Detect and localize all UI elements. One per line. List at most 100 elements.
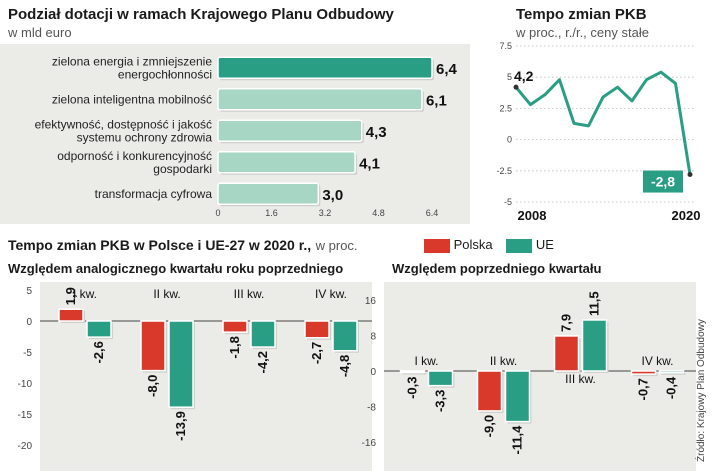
quarter-category-label: I kw. xyxy=(73,287,97,301)
trend-start-point xyxy=(513,84,519,90)
trend-ytick-label: -2.5 xyxy=(496,166,512,176)
grants-unit: w mld euro xyxy=(8,25,72,40)
quarter-bar-polska xyxy=(399,370,426,374)
trend-ytick-label: 7.5 xyxy=(499,41,512,51)
quarter-category-label: III kw. xyxy=(234,287,265,301)
trend-xlabel-start: 2008 xyxy=(518,208,547,223)
quarter-value-label: 1,9 xyxy=(63,287,78,305)
quarter-value-label: -8,0 xyxy=(145,375,160,397)
quarter-value-label: -13,9 xyxy=(173,411,188,441)
quarter-category-label: IV kw. xyxy=(315,287,347,301)
grants-chart: 0 1.6 3.2 4.8 6.4 zielona energia i zmniejsze… xyxy=(0,44,470,224)
trend-ytick-label: 0 xyxy=(507,135,512,145)
grants-category-label: systemu ochrony zdrowia xyxy=(77,130,213,144)
quarter-bar-ue xyxy=(250,320,276,348)
quarter-value-label: 7,9 xyxy=(559,314,574,332)
quarter-bar-ue xyxy=(86,320,112,338)
grants-bar xyxy=(217,88,423,111)
source-note: Źródło: Krajowy Plan Odbudowy xyxy=(696,319,707,462)
quarter-bar-ue xyxy=(427,370,454,387)
quarter-ytick-label: -5 xyxy=(23,348,32,359)
trend-ytick-label: 2.5 xyxy=(499,103,512,113)
quarter-value-label: -0,4 xyxy=(664,376,679,399)
grants-bar xyxy=(217,182,320,205)
quarter-panel-bg xyxy=(40,282,372,471)
left-chart-title: Względem analogicznego kwartału roku pop… xyxy=(8,261,344,276)
grants-value-label: 4,3 xyxy=(366,124,387,141)
quarter-value-label: -11,4 xyxy=(510,425,525,455)
quarter-ytick-label: -15 xyxy=(18,410,33,421)
grants-bar xyxy=(217,119,363,142)
quarter-bar-ue xyxy=(504,370,531,423)
grants-category-label: gospodarki xyxy=(153,162,212,176)
quarter-ytick-label: 16 xyxy=(365,296,377,307)
quarter-value-label: -9,0 xyxy=(482,415,497,437)
grants-title: Podział dotacji w ramach Krajowego Planu… xyxy=(8,6,394,23)
quarter-category-label: IV kw. xyxy=(641,354,673,368)
grants-xtick-label: 6.4 xyxy=(426,208,439,218)
quarter-value-label: -4,8 xyxy=(337,355,352,377)
quarter-category-label: III kw. xyxy=(565,372,596,386)
quarter-ytick-label: -8 xyxy=(367,403,376,414)
grants-xtick-label: 4.8 xyxy=(372,208,385,218)
quarter-bar-ue xyxy=(658,370,685,374)
quarter-ytick-label: -20 xyxy=(18,441,33,452)
quarterly-header: Tempo zmian PKB w Polsce i UE-27 w 2020 … xyxy=(8,237,358,255)
legend-label-polska: Polska xyxy=(453,237,493,252)
quarter-bar-polska xyxy=(476,370,503,412)
quarter-bar-polska xyxy=(222,320,248,333)
grants-xtick-label: 3.2 xyxy=(319,208,332,218)
trend-last-label-box xyxy=(643,170,683,193)
quarter-category-label: I kw. xyxy=(414,354,438,368)
gdp-trend-unit: w proc., r./r., ceny stałe xyxy=(516,25,649,40)
grants-value-label: 3,0 xyxy=(322,187,343,204)
quarter-value-label: -4,2 xyxy=(255,351,270,373)
gdp-trend-chart: -5 -2.5 0 2.5 5 7.5 4,2 -2,8 2008 2020 xyxy=(496,41,701,223)
grants-bar xyxy=(217,151,356,174)
grants-xtick-label: 1.6 xyxy=(265,208,278,218)
quarter-value-label: -2,6 xyxy=(91,341,106,363)
quarter-bar-polska xyxy=(58,308,84,322)
grants-category-label: odporność i konkurencyjność xyxy=(57,149,212,163)
grants-bar xyxy=(217,56,433,79)
grants-category-label: efektywność, dostępność i jakość xyxy=(35,117,212,131)
grants-category-label: zielona energia i zmniejszenie xyxy=(52,54,212,68)
quarter-bar-ue xyxy=(168,320,194,408)
grants-category-label: transformacja cyfrowa xyxy=(95,187,213,201)
grants-value-label: 6,4 xyxy=(436,61,458,78)
quarter-category-label: II kw. xyxy=(153,287,180,301)
trend-xlabel-end: 2020 xyxy=(672,208,701,223)
quarter-value-label: 11,5 xyxy=(587,291,602,316)
qoq-quarter-chart: 16 8 0 -8 -16 -0,3 -3,3 I kw. -9,0 -11,4 II kw. 7,9… xyxy=(362,282,696,471)
quarter-bar-shadow xyxy=(661,373,686,375)
quarter-bar-polska xyxy=(630,370,657,375)
yoy-quarter-chart: 5 0 -5 -10 -15 -20 1,9 -2,6 I kw. -8,0 -13,9 II kw.… xyxy=(18,282,372,471)
trend-ytick-label: -5 xyxy=(504,197,512,207)
quarter-ytick-label: 5 xyxy=(26,286,32,297)
quarter-value-label: -1,8 xyxy=(227,336,242,358)
quarter-ytick-label: 8 xyxy=(370,332,376,343)
grants-value-label: 6,1 xyxy=(426,92,447,109)
gdp-trend-title: Tempo zmian PKB xyxy=(516,6,647,23)
quarter-bar-ue xyxy=(581,319,608,372)
grants-category-label: energochłonności xyxy=(118,67,212,81)
grants-value-label: 4,1 xyxy=(359,155,380,172)
legend: Polska UE xyxy=(424,237,554,253)
quarter-bar-shadow xyxy=(402,373,427,375)
quarterly-title: Tempo zmian PKB w Polsce i UE-27 w 2020 … xyxy=(8,237,312,253)
legend-swatch-polska xyxy=(424,238,450,253)
trend-first-label: 4,2 xyxy=(514,68,534,84)
quarter-value-label: -2,7 xyxy=(309,342,324,364)
quarter-bar-ue xyxy=(332,320,358,352)
trend-line xyxy=(514,70,692,175)
quarterly-unit: w proc. xyxy=(315,238,358,253)
quarter-value-label: -3,3 xyxy=(433,390,448,412)
quarter-bar-polska xyxy=(553,335,580,372)
quarter-ytick-label: 0 xyxy=(26,317,32,328)
grants-category-label: zielona inteligentna mobilność xyxy=(52,92,212,106)
quarter-ytick-label: 0 xyxy=(370,367,376,378)
right-chart-title: Względem poprzedniego kwartału xyxy=(392,261,602,276)
quarter-ytick-label: -10 xyxy=(18,379,33,390)
legend-swatch-ue xyxy=(506,238,533,253)
quarter-bar-polska xyxy=(304,320,330,339)
